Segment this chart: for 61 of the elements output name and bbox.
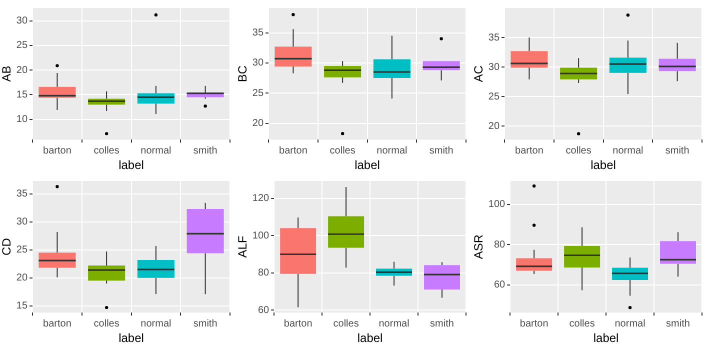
x-tick-label: colles xyxy=(566,145,592,156)
y-tick-label: 30 xyxy=(16,16,28,27)
x-tick-label: colles xyxy=(333,318,359,330)
y-tick-label: 100 xyxy=(488,199,506,210)
x-tick-label: barton xyxy=(43,318,72,330)
x-axis-title: label xyxy=(593,331,619,346)
x-tick-label: normal xyxy=(140,318,172,330)
y-axis-title: AC xyxy=(472,65,486,82)
y-axis-title: AB xyxy=(0,66,14,82)
x-tick-label: colles xyxy=(94,145,120,156)
y-tick-label: 60 xyxy=(494,280,506,291)
x-tick-label: normal xyxy=(614,318,646,330)
y-tick-label: 25 xyxy=(16,40,28,52)
y-tick-label: 30 xyxy=(488,62,500,73)
x-tick-label: barton xyxy=(279,145,308,156)
x-axis-title: label xyxy=(354,158,380,172)
y-tick-label: 30 xyxy=(252,58,264,69)
y-tick-label: 100 xyxy=(252,230,270,242)
y-tick-label: 10 xyxy=(16,114,28,126)
x-tick-label: smith xyxy=(665,145,690,156)
x-axis-title: label xyxy=(118,331,144,346)
x-tick-label: smith xyxy=(430,318,454,330)
y-tick-label: 30 xyxy=(16,216,28,228)
y-tick-label: 25 xyxy=(252,88,264,99)
x-tick-label: smith xyxy=(193,145,218,156)
x-tick-label: smith xyxy=(666,318,690,330)
y-tick-label: 15 xyxy=(16,300,28,312)
x-axis-title: label xyxy=(590,158,616,172)
x-tick-label: smith xyxy=(429,145,454,156)
x-tick-label: normal xyxy=(378,318,410,330)
y-tick-label: 35 xyxy=(16,188,28,200)
y-axis-title: CD xyxy=(0,238,14,256)
x-tick-label: colles xyxy=(330,145,356,156)
y-tick-label: 80 xyxy=(494,239,506,250)
y-axis-title: ALF xyxy=(236,236,250,258)
y-tick-label: 35 xyxy=(488,32,500,44)
y-tick-label: 20 xyxy=(488,120,500,132)
x-tick-label: barton xyxy=(43,145,72,156)
y-tick-label: 120 xyxy=(252,193,270,204)
y-tick-label: 20 xyxy=(16,64,28,76)
x-axis-title: label xyxy=(357,331,383,346)
y-tick-label: 35 xyxy=(252,28,264,38)
x-tick-label: colles xyxy=(94,318,120,330)
y-axis-title: BC xyxy=(236,65,250,82)
x-tick-label: normal xyxy=(612,145,644,156)
x-tick-label: normal xyxy=(140,145,172,156)
x-tick-label: smith xyxy=(193,318,218,330)
y-tick-label: 15 xyxy=(16,90,28,100)
x-tick-label: normal xyxy=(376,145,408,156)
y-tick-label: 80 xyxy=(258,268,270,279)
x-tick-label: colles xyxy=(569,318,595,330)
x-tick-label: barton xyxy=(515,145,544,156)
x-axis-title: label xyxy=(118,158,144,172)
y-tick-label: 25 xyxy=(16,244,28,256)
x-tick-label: barton xyxy=(284,318,312,330)
x-tick-label: barton xyxy=(520,318,548,330)
y-tick-label: 25 xyxy=(488,91,500,102)
y-tick-label: 60 xyxy=(258,304,270,316)
y-axis-title: ASR xyxy=(472,234,486,260)
y-tick-label: 20 xyxy=(16,272,28,284)
y-tick-label: 20 xyxy=(252,118,264,130)
